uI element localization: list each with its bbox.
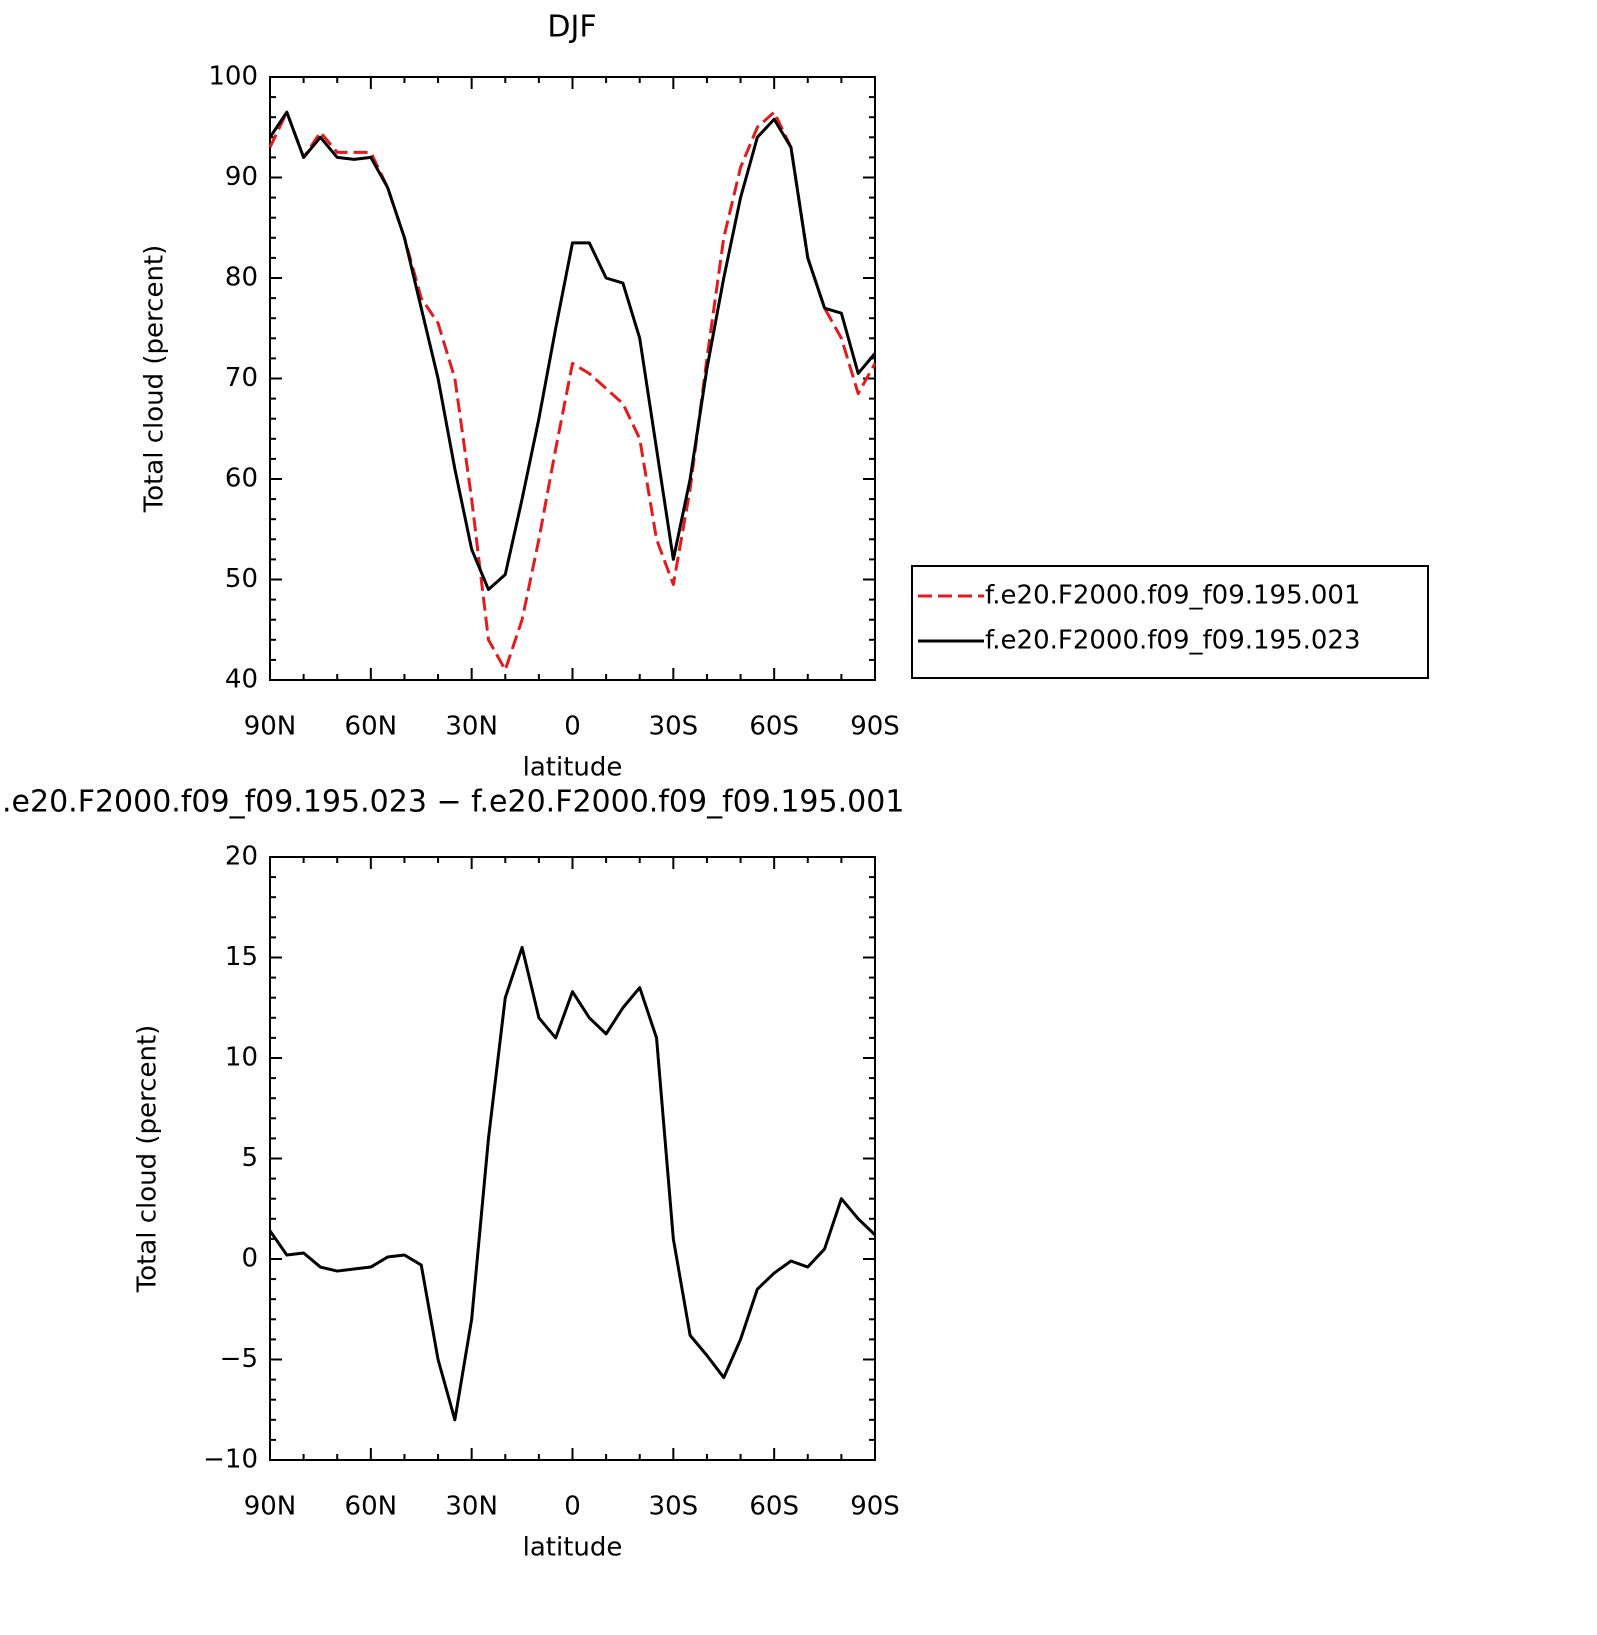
x-tick-label: 90N (244, 712, 297, 742)
y-tick-label: 60 (225, 464, 258, 494)
x-tick-label: 0 (564, 712, 581, 742)
y-axis-label: Total cloud (percent) (133, 1025, 163, 1294)
y-tick-label: 50 (225, 564, 258, 594)
y-tick-label: 70 (225, 363, 258, 393)
y-tick-label: 10 (225, 1043, 258, 1073)
x-tick-label: 0 (564, 1492, 581, 1522)
x-tick-label: 60S (749, 1492, 799, 1522)
y-axis-label: Total cloud (percent) (140, 245, 170, 514)
x-tick-label: 30S (649, 1492, 699, 1522)
x-axis-label: latitude (523, 753, 623, 783)
x-tick-label: 60S (749, 712, 799, 742)
y-tick-label: 80 (225, 263, 258, 293)
legend-label: f.e20.F2000.f09_f09.195.023 (985, 626, 1361, 656)
chart-title: DJF (547, 10, 596, 45)
legend-label: f.e20.F2000.f09_f09.195.001 (985, 581, 1361, 611)
x-tick-label: 30N (445, 1492, 498, 1522)
x-tick-label: 30N (445, 712, 498, 742)
x-tick-label: 60N (345, 712, 398, 742)
data-line (268, 110, 877, 592)
y-tick-label: 100 (208, 62, 258, 92)
y-tick-label: 5 (241, 1143, 258, 1173)
x-tick-label: 30S (649, 712, 699, 742)
x-tick-label: 90N (244, 1492, 297, 1522)
data-line (268, 110, 877, 672)
y-tick-label: −5 (220, 1344, 258, 1374)
chart-title: .e20.F2000.f09_f09.195.023 − f.e20.F2000… (2, 785, 904, 820)
y-tick-label: 40 (225, 665, 258, 695)
x-tick-label: 90S (850, 1492, 900, 1522)
y-tick-label: −10 (203, 1445, 258, 1475)
y-tick-label: 20 (225, 842, 258, 872)
y-tick-label: 0 (241, 1244, 258, 1274)
y-tick-label: 90 (225, 162, 258, 192)
x-axis-label: latitude (523, 1533, 623, 1563)
legend-box (911, 565, 1429, 679)
x-tick-label: 90S (850, 712, 900, 742)
plot-frame (269, 76, 876, 681)
data-line (268, 945, 877, 1422)
y-tick-label: 15 (225, 942, 258, 972)
x-tick-label: 60N (345, 1492, 398, 1522)
plot-frame (269, 856, 876, 1461)
